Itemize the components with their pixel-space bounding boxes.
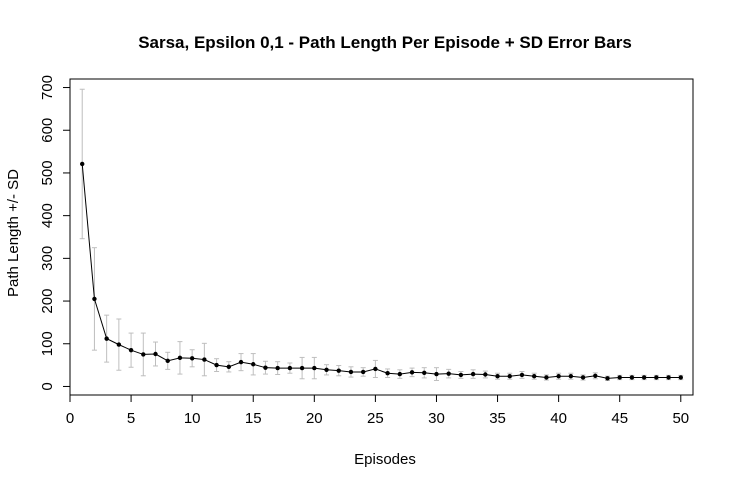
data-point <box>483 372 488 377</box>
data-point <box>360 369 366 375</box>
x-tick-label: 30 <box>428 410 445 427</box>
data-point <box>214 362 219 368</box>
data-point <box>153 351 158 357</box>
data-point <box>263 365 268 370</box>
data-point <box>80 161 85 167</box>
x-tick-label: 45 <box>611 410 628 427</box>
data-point <box>165 358 170 364</box>
data-point <box>373 366 378 372</box>
data-point <box>519 372 525 378</box>
data-point <box>654 375 659 380</box>
data-point <box>189 356 195 361</box>
y-tick-label: 300 <box>39 246 56 271</box>
data-point <box>531 374 537 379</box>
data-point <box>422 370 427 375</box>
x-axis: 0 5 10 15 20 25 30 35 40 45 50 <box>66 394 689 427</box>
x-tick-label: 35 <box>489 410 506 427</box>
data-points <box>80 161 683 381</box>
data-point <box>141 352 146 357</box>
data-point <box>617 375 622 380</box>
series-line <box>81 163 681 379</box>
series-polyline <box>81 163 681 379</box>
data-point <box>287 365 293 371</box>
data-point <box>324 367 329 373</box>
data-point <box>226 364 232 370</box>
data-point <box>544 375 549 380</box>
data-point <box>92 296 97 302</box>
y-tick-label: 600 <box>39 118 56 143</box>
data-point <box>251 362 256 367</box>
data-point <box>434 371 439 377</box>
data-point <box>336 368 341 373</box>
x-tick-label: 20 <box>306 410 323 427</box>
data-point <box>238 359 244 365</box>
data-point <box>568 374 574 379</box>
data-point <box>397 371 403 377</box>
y-tick-label: 500 <box>39 160 56 185</box>
x-tick-label: 40 <box>550 410 567 427</box>
data-point <box>177 355 183 361</box>
x-tick-label: 50 <box>672 410 689 427</box>
y-axis: 0 100 200 300 400 500 600 700 <box>39 75 71 391</box>
data-point <box>104 336 109 341</box>
data-point <box>507 374 512 379</box>
x-tick-label: 5 <box>127 410 135 427</box>
data-point <box>605 376 610 381</box>
data-point <box>385 371 390 376</box>
data-point <box>641 375 647 380</box>
data-point <box>470 371 476 377</box>
data-point <box>593 373 598 378</box>
data-point <box>495 374 500 379</box>
data-point <box>312 365 317 371</box>
data-point <box>666 375 671 380</box>
data-point <box>446 371 451 376</box>
data-point <box>580 375 586 380</box>
y-axis-label: Path Length +/- SD <box>5 169 22 297</box>
data-point <box>299 365 305 371</box>
x-axis-label: Episodes <box>354 451 416 468</box>
data-point <box>128 347 134 353</box>
data-point <box>348 369 354 375</box>
data-point <box>275 365 280 371</box>
data-point <box>556 374 561 379</box>
data-point <box>678 375 683 380</box>
error-bars <box>79 88 684 381</box>
y-tick-label: 400 <box>39 203 56 228</box>
chart-title: Sarsa, Epsilon 0,1 - Path Length Per Epi… <box>138 33 632 52</box>
data-point <box>202 357 207 362</box>
x-tick-label: 15 <box>245 410 262 427</box>
data-point <box>458 372 464 378</box>
data-point <box>629 375 635 380</box>
y-tick-label: 100 <box>39 331 56 356</box>
x-tick-label: 10 <box>184 410 201 427</box>
y-tick-label: 200 <box>39 289 56 314</box>
y-tick-label: 0 <box>39 382 56 390</box>
x-tick-label: 25 <box>367 410 384 427</box>
plot-frame <box>69 78 694 396</box>
y-tick-label: 700 <box>39 75 56 100</box>
data-point <box>409 370 415 375</box>
data-point <box>116 342 122 347</box>
x-tick-label: 0 <box>66 410 74 427</box>
